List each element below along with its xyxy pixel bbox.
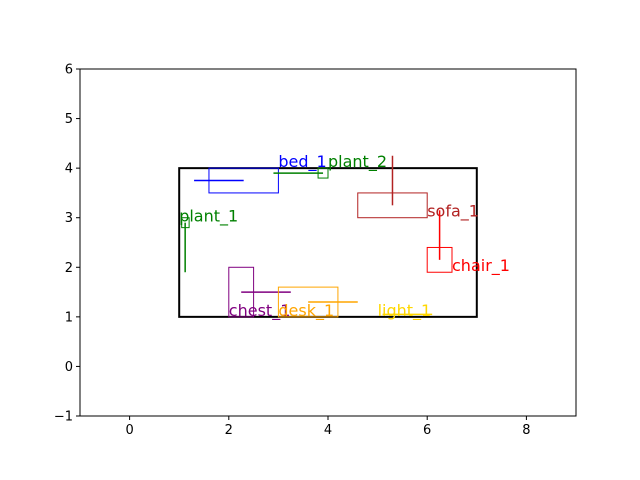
object-plant-2: plant_2 — [273, 152, 387, 179]
y-tick-label: 0 — [65, 360, 73, 375]
y-tick-label: 6 — [65, 63, 73, 78]
y-tick-label: −1 — [54, 410, 73, 425]
x-tick-label: 8 — [522, 423, 530, 438]
object-chest-1: chest_1 — [228, 266, 291, 321]
x-tick-label: 0 — [125, 423, 133, 438]
object-label: sofa_1 — [427, 202, 479, 222]
y-tick-label: 3 — [65, 211, 73, 226]
y-tick-label: 4 — [65, 162, 73, 177]
y-tick-label: 5 — [65, 112, 73, 127]
object-bed-1: bed_1 — [194, 152, 327, 194]
x-tick-label: 2 — [225, 423, 233, 438]
x-tick-label: 4 — [324, 423, 332, 438]
object-label: desk_1 — [278, 301, 334, 321]
axes: 0 2 4 6 8 −1 0 1 2 3 4 5 6 — [54, 63, 577, 438]
object-label: bed_1 — [278, 152, 326, 172]
object-label: plant_2 — [328, 152, 387, 172]
object-plant-1: plant_1 — [179, 207, 238, 273]
y-tick-label: 1 — [65, 310, 73, 325]
object-label: plant_1 — [179, 207, 238, 227]
object-label: chair_1 — [452, 256, 510, 276]
object-desk-1: desk_1 — [277, 286, 358, 321]
object-label: light_1 — [378, 301, 432, 321]
object-chair-1: chair_1 — [426, 210, 510, 276]
object-label: chest_1 — [229, 301, 291, 321]
x-tick-label: 6 — [423, 423, 431, 438]
plot-area: bed_1 plant_2 sofa_1 plant_1 chair_1 chest_1d… — [178, 152, 510, 321]
object-light-1: light_1 — [378, 301, 433, 321]
y-tick-label: 2 — [65, 261, 73, 276]
